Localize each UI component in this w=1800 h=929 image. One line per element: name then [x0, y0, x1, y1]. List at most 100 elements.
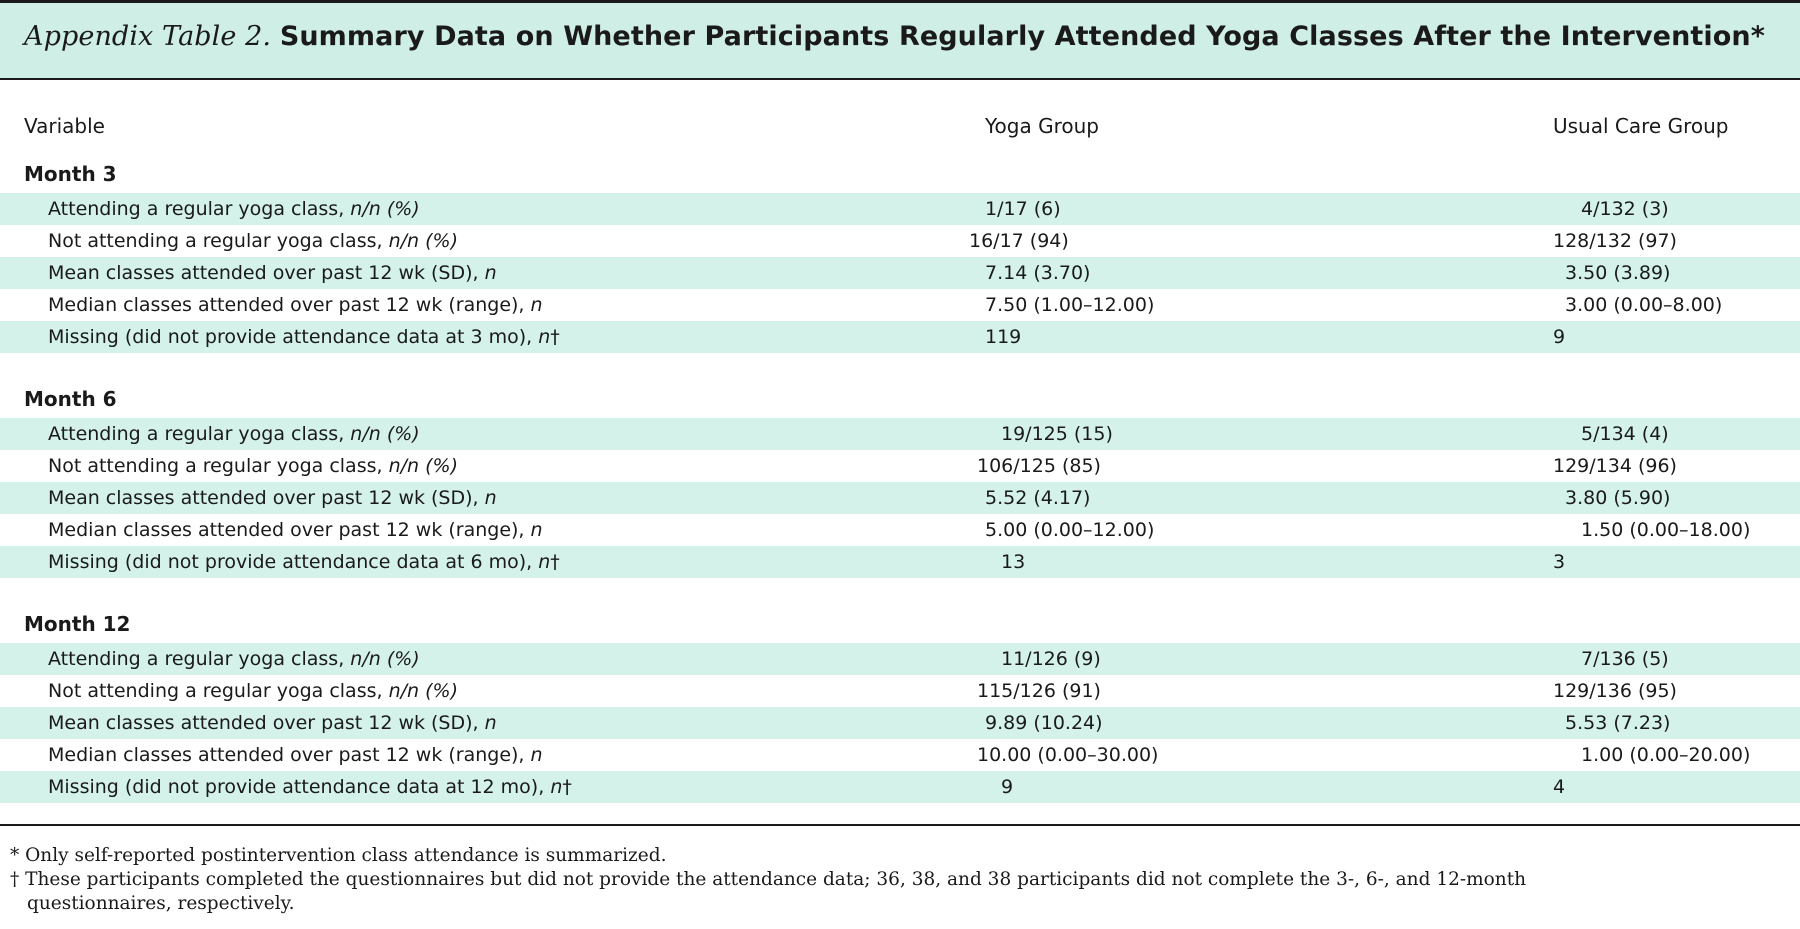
- yoga-group-value: 115/126 (91): [977, 680, 1101, 702]
- row-label-text: Not attending a regular yoga class,: [48, 230, 383, 252]
- row-label-unit: n: [538, 326, 551, 348]
- dagger-marker: †: [550, 326, 560, 348]
- table-row: Not attending a regular yoga class, n/n …: [0, 450, 1800, 482]
- yoga-group-value: 7.50 (1.00–12.00): [985, 294, 1155, 316]
- row-label-unit: n: [530, 294, 543, 316]
- yoga-group-value: 19/125 (15): [1001, 423, 1113, 445]
- row-label: Attending a regular yoga class, n/n (%): [48, 423, 420, 445]
- row-label: Missing (did not provide attendance data…: [48, 776, 572, 798]
- table-row: Missing (did not provide attendance data…: [0, 771, 1800, 803]
- table-row: Attending a regular yoga class, n/n (%) 1…: [0, 418, 1800, 450]
- row-label: Not attending a regular yoga class, n/n …: [48, 680, 458, 702]
- row-label-unit: n: [530, 519, 543, 541]
- row-label-text: Mean classes attended over past 12 wk (S…: [48, 487, 479, 509]
- row-label: Mean classes attended over past 12 wk (S…: [48, 487, 497, 509]
- row-label: Not attending a regular yoga class, n/n …: [48, 455, 458, 477]
- yoga-group-value: 1/17 (6): [985, 198, 1061, 220]
- dagger-marker: †: [550, 551, 560, 573]
- row-label-text: Median classes attended over past 12 wk …: [48, 744, 525, 766]
- table-title: Appendix Table 2. Summary Data on Whethe…: [24, 21, 1765, 52]
- table-row: Attending a regular yoga class, n/n (%) 1…: [0, 643, 1800, 675]
- usual-care-group-value: 7/136 (5): [1581, 648, 1669, 670]
- usual-care-group-value: 129/134 (96): [1553, 455, 1677, 477]
- table-row: Missing (did not provide attendance data…: [0, 546, 1800, 578]
- row-label-unit: n: [550, 776, 563, 798]
- row-label-unit: n/n (%): [350, 198, 420, 220]
- table-row: Not attending a regular yoga class, n/n …: [0, 225, 1800, 257]
- usual-care-group-value: 128/132 (97): [1553, 230, 1677, 252]
- table-row: Mean classes attended over past 12 wk (S…: [0, 482, 1800, 514]
- row-label: Median classes attended over past 12 wk …: [48, 744, 543, 766]
- row-label: Median classes attended over past 12 wk …: [48, 294, 543, 316]
- row-label: Missing (did not provide attendance data…: [48, 326, 560, 348]
- row-label-text: Median classes attended over past 12 wk …: [48, 519, 525, 541]
- row-label-unit: n/n (%): [388, 230, 458, 252]
- row-label-unit: n: [484, 487, 497, 509]
- usual-care-group-value: 4/132 (3): [1581, 198, 1669, 220]
- usual-care-group-value: 3.00 (0.00–8.00): [1565, 294, 1723, 316]
- table-row: Attending a regular yoga class, n/n (%) 1…: [0, 193, 1800, 225]
- row-label: Missing (did not provide attendance data…: [48, 551, 560, 573]
- dagger-marker: †: [562, 776, 572, 798]
- row-label-text: Missing (did not provide attendance data…: [48, 326, 533, 348]
- column-header-yoga: Yoga Group: [985, 114, 1099, 138]
- yoga-group-value: 9.89 (10.24): [985, 712, 1103, 734]
- row-label: Not attending a regular yoga class, n/n …: [48, 230, 458, 252]
- row-label-text: Not attending a regular yoga class,: [48, 680, 383, 702]
- row-label-unit: n/n (%): [350, 423, 420, 445]
- row-label-unit: n/n (%): [350, 648, 420, 670]
- yoga-group-value: 5.00 (0.00–12.00): [985, 519, 1155, 541]
- usual-care-group-value: 1.00 (0.00–20.00): [1581, 744, 1751, 766]
- column-header-usual: Usual Care Group: [1553, 114, 1729, 138]
- table-row: Median classes attended over past 12 wk …: [0, 739, 1800, 771]
- row-label-text: Mean classes attended over past 12 wk (S…: [48, 712, 479, 734]
- footnote-dagger-line1: † These participants completed the quest…: [10, 869, 1527, 890]
- usual-care-group-value: 9: [1553, 326, 1566, 348]
- row-label: Mean classes attended over past 12 wk (S…: [48, 712, 497, 734]
- table-row: Not attending a regular yoga class, n/n …: [0, 675, 1800, 707]
- usual-care-group-value: 5.53 (7.23): [1565, 712, 1671, 734]
- row-label: Mean classes attended over past 12 wk (S…: [48, 262, 497, 284]
- table-bottom-rule: [0, 824, 1800, 826]
- table-row: Median classes attended over past 12 wk …: [0, 289, 1800, 321]
- row-label-text: Attending a regular yoga class,: [48, 198, 345, 220]
- row-label-unit: n: [484, 262, 497, 284]
- title-bar: Appendix Table 2. Summary Data on Whethe…: [0, 0, 1800, 80]
- yoga-group-value: 11/126 (9): [1001, 648, 1101, 670]
- section-title: Month 6: [24, 387, 117, 411]
- section-title: Month 3: [24, 162, 117, 186]
- row-label-unit: n: [538, 551, 551, 573]
- usual-care-group-value: 1.50 (0.00–18.00): [1581, 519, 1751, 541]
- yoga-group-value: 5.52 (4.17): [985, 487, 1091, 509]
- yoga-group-value: 10.00 (0.00–30.00): [977, 744, 1159, 766]
- row-label-unit: n/n (%): [388, 680, 458, 702]
- row-label: Attending a regular yoga class, n/n (%): [48, 648, 420, 670]
- table-row: Mean classes attended over past 12 wk (S…: [0, 707, 1800, 739]
- row-label-text: Mean classes attended over past 12 wk (S…: [48, 262, 479, 284]
- yoga-group-value: 106/125 (85): [977, 455, 1101, 477]
- usual-care-group-value: 3.80 (5.90): [1565, 487, 1671, 509]
- yoga-group-value: 13: [1001, 551, 1026, 573]
- row-label-unit: n/n (%): [388, 455, 458, 477]
- section-title: Month 12: [24, 612, 131, 636]
- usual-care-group-value: 4: [1553, 776, 1566, 798]
- table-row: Median classes attended over past 12 wk …: [0, 514, 1800, 546]
- yoga-group-value: 119: [985, 326, 1022, 348]
- usual-care-group-value: 129/136 (95): [1553, 680, 1677, 702]
- yoga-group-value: 16/17 (94): [969, 230, 1069, 252]
- row-label-unit: n: [530, 744, 543, 766]
- table-row: Mean classes attended over past 12 wk (S…: [0, 257, 1800, 289]
- row-label-text: Attending a regular yoga class,: [48, 423, 345, 445]
- yoga-group-value: 9: [1001, 776, 1014, 798]
- row-label-unit: n: [484, 712, 497, 734]
- footnote-star: * Only self-reported postintervention cl…: [10, 845, 667, 866]
- row-label-text: Attending a regular yoga class,: [48, 648, 345, 670]
- yoga-group-value: 7.14 (3.70): [985, 262, 1091, 284]
- row-label-text: Missing (did not provide attendance data…: [48, 776, 545, 798]
- table-title-text: Summary Data on Whether Participants Reg…: [279, 21, 1765, 52]
- row-label-text: Median classes attended over past 12 wk …: [48, 294, 525, 316]
- table-row: Missing (did not provide attendance data…: [0, 321, 1800, 353]
- usual-care-group-value: 3: [1553, 551, 1566, 573]
- usual-care-group-value: 3.50 (3.89): [1565, 262, 1671, 284]
- row-label: Attending a regular yoga class, n/n (%): [48, 198, 420, 220]
